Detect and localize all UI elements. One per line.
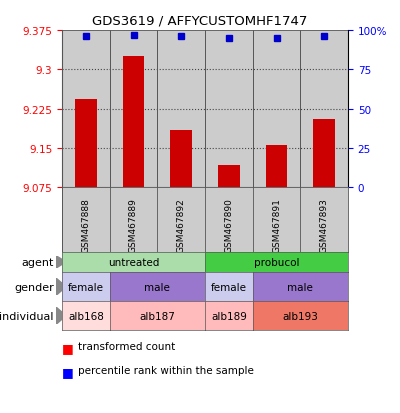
Text: alb193: alb193 xyxy=(282,311,318,321)
Text: individual: individual xyxy=(0,311,54,321)
Bar xyxy=(300,31,348,188)
Text: GSM467888: GSM467888 xyxy=(81,197,90,252)
Text: GSM467889: GSM467889 xyxy=(129,197,138,252)
Text: GDS3619 / AFFYCUSTOMHF1747: GDS3619 / AFFYCUSTOMHF1747 xyxy=(92,14,308,27)
Text: male: male xyxy=(287,282,313,292)
Text: alb168: alb168 xyxy=(68,311,104,321)
Text: female: female xyxy=(211,282,247,292)
Bar xyxy=(218,166,240,188)
Text: male: male xyxy=(144,282,170,292)
Bar xyxy=(314,120,335,188)
Text: alb189: alb189 xyxy=(211,311,247,321)
Text: alb187: alb187 xyxy=(139,311,175,321)
Text: untreated: untreated xyxy=(108,257,159,267)
Text: GSM467891: GSM467891 xyxy=(272,197,281,252)
Bar xyxy=(75,100,96,188)
Text: agent: agent xyxy=(22,257,54,267)
Bar xyxy=(123,57,144,188)
Polygon shape xyxy=(56,278,66,296)
Text: ■: ■ xyxy=(62,366,74,378)
Bar xyxy=(110,31,157,188)
Bar xyxy=(253,31,300,188)
Text: GSM467892: GSM467892 xyxy=(177,197,186,252)
Bar xyxy=(170,131,192,188)
Text: gender: gender xyxy=(14,282,54,292)
Text: GSM467893: GSM467893 xyxy=(320,197,329,252)
Text: female: female xyxy=(68,282,104,292)
Bar xyxy=(205,31,253,188)
Bar xyxy=(62,31,110,188)
Text: GSM467890: GSM467890 xyxy=(224,197,233,252)
Bar xyxy=(266,146,287,188)
Polygon shape xyxy=(56,307,66,325)
Text: probucol: probucol xyxy=(254,257,299,267)
Text: transformed count: transformed count xyxy=(78,341,175,351)
Text: percentile rank within the sample: percentile rank within the sample xyxy=(78,366,254,375)
Polygon shape xyxy=(56,256,66,268)
Bar xyxy=(157,31,205,188)
Text: ■: ■ xyxy=(62,341,74,354)
